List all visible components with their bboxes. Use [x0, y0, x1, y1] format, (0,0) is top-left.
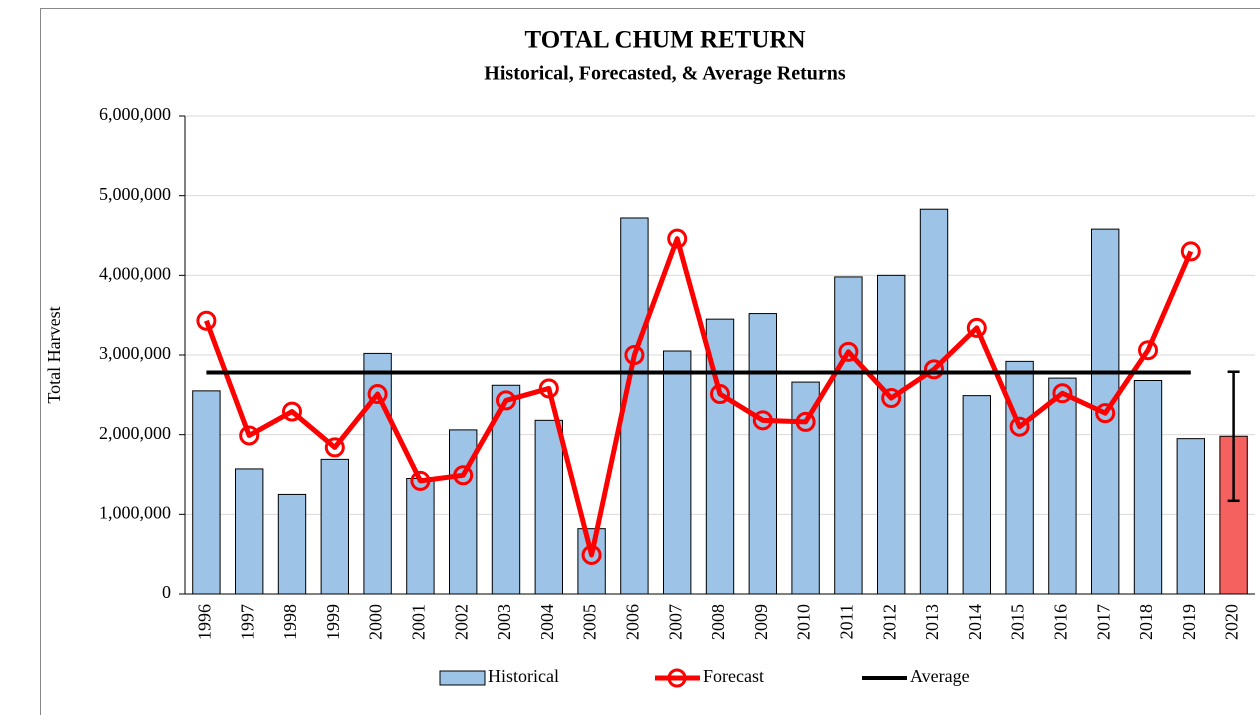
line — [204, 236, 1194, 558]
marker — [1052, 383, 1073, 404]
marker — [1009, 416, 1030, 437]
bar — [1133, 379, 1163, 595]
chart-title: TOTAL CHUM RETURN — [524, 27, 805, 54]
marker — [838, 341, 859, 362]
y-tick-label: 3,000,000 — [99, 343, 171, 363]
bar — [1005, 360, 1034, 595]
bar — [577, 528, 606, 595]
x-tick-label: 2006 — [623, 604, 643, 640]
marker — [795, 411, 816, 432]
marker — [453, 465, 474, 486]
bar — [363, 352, 392, 595]
marker — [1095, 403, 1116, 424]
legend-marker — [667, 668, 687, 688]
error-bar — [1227, 370, 1240, 503]
chart-border — [40, 8, 1260, 715]
marker — [667, 228, 688, 249]
bar — [1176, 438, 1205, 595]
marker — [581, 544, 602, 565]
x-tick-label: 2008 — [708, 604, 728, 640]
bar — [748, 313, 777, 595]
marker — [881, 388, 902, 409]
x-tick-label: 2019 — [1179, 604, 1199, 640]
x-tick-label: 2004 — [537, 604, 557, 640]
x-tick-label: 2002 — [451, 604, 471, 640]
x-tick-label: 2013 — [922, 604, 942, 640]
x-tick-label: 2018 — [1136, 604, 1156, 640]
marker — [1180, 241, 1201, 262]
x-tick-label: 2010 — [794, 604, 814, 640]
x-tick-label: 2009 — [751, 604, 771, 640]
bar — [663, 350, 692, 595]
marker — [752, 410, 773, 431]
bar — [406, 477, 435, 595]
x-tick-label: 2015 — [1008, 604, 1028, 640]
x-tick-label: 2003 — [494, 604, 514, 640]
x-tick-label: 1998 — [280, 604, 300, 640]
y-tick-label: 6,000,000 — [99, 104, 171, 124]
x-tick-label: 2001 — [409, 604, 429, 640]
x-tick-label: 2020 — [1222, 604, 1242, 640]
y-tick-label: 1,000,000 — [99, 502, 171, 522]
x-tick-label: 2011 — [837, 604, 857, 639]
x-tick-label: 1996 — [195, 604, 215, 640]
marker — [324, 437, 345, 458]
marker — [196, 310, 217, 331]
bar — [919, 208, 949, 595]
marker — [966, 317, 987, 338]
bar — [320, 458, 349, 595]
bar — [277, 493, 307, 595]
x-tick-label: 1997 — [237, 604, 257, 640]
legend-label: Historical — [488, 666, 559, 686]
marker — [239, 425, 260, 446]
x-tick-label: 2012 — [879, 604, 899, 640]
marker — [367, 384, 388, 405]
bar — [877, 274, 906, 595]
y-axis-label: Total Harvest — [44, 306, 64, 403]
bar — [834, 276, 863, 595]
x-tick-label: 2016 — [1051, 604, 1071, 640]
legend-label: Forecast — [703, 666, 764, 686]
bar — [192, 390, 221, 595]
y-tick-label: 2,000,000 — [99, 423, 171, 443]
y-tick-label: 0 — [162, 582, 171, 602]
chart-subtitle: Historical, Forecasted, & Average Return… — [484, 63, 846, 85]
marker — [538, 378, 559, 399]
marker — [496, 390, 516, 411]
y-tick-label: 4,000,000 — [99, 263, 171, 283]
x-tick-label: 1999 — [323, 604, 343, 640]
x-tick-label: 2014 — [965, 604, 985, 640]
x-tick-label: 2007 — [665, 604, 685, 640]
x-tick-label: 2000 — [366, 604, 386, 640]
marker — [710, 384, 730, 405]
legend-label: Average — [910, 666, 970, 686]
marker — [1138, 340, 1158, 361]
marker — [924, 359, 944, 380]
bar — [962, 395, 991, 595]
bar — [235, 468, 264, 595]
x-tick-label: 2017 — [1093, 604, 1113, 640]
bar — [1048, 377, 1077, 595]
marker — [282, 401, 302, 422]
legend-swatch — [439, 670, 486, 686]
x-tick-label: 2005 — [580, 604, 600, 640]
marker — [410, 470, 431, 491]
marker — [624, 345, 645, 365]
y-tick-label: 5,000,000 — [99, 184, 171, 204]
bar — [534, 419, 563, 595]
